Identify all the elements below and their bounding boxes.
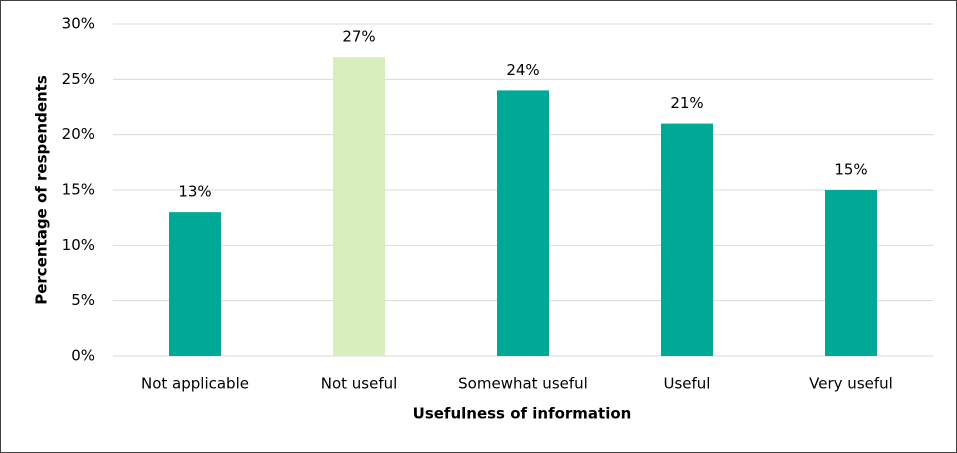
x-tick-label: Not applicable bbox=[141, 375, 249, 393]
bar bbox=[497, 90, 549, 357]
x-tick-label: Useful bbox=[664, 375, 711, 393]
y-tick-label: 15% bbox=[62, 181, 95, 199]
y-tick-label: 0% bbox=[71, 347, 95, 365]
value-label: 15% bbox=[834, 161, 867, 179]
bar bbox=[169, 212, 221, 356]
x-tick-label: Not useful bbox=[321, 375, 398, 393]
value-label: 27% bbox=[342, 28, 375, 46]
value-label: 21% bbox=[670, 94, 703, 112]
bar bbox=[825, 190, 877, 356]
x-tick-label: Somewhat useful bbox=[458, 375, 588, 393]
y-tick-label: 30% bbox=[62, 15, 95, 33]
x-tick-label: Very useful bbox=[809, 375, 893, 393]
value-label: 13% bbox=[178, 183, 211, 201]
y-axis-title: Percentage of respendents bbox=[33, 75, 51, 305]
y-tick-label: 25% bbox=[62, 70, 95, 88]
x-axis-title: Usefulness of information bbox=[413, 405, 632, 423]
bar bbox=[661, 123, 713, 356]
y-tick-label: 10% bbox=[62, 236, 95, 254]
y-tick-label: 20% bbox=[62, 125, 95, 143]
bar bbox=[333, 57, 385, 356]
value-label: 24% bbox=[506, 61, 539, 79]
y-tick-label: 5% bbox=[71, 291, 95, 309]
